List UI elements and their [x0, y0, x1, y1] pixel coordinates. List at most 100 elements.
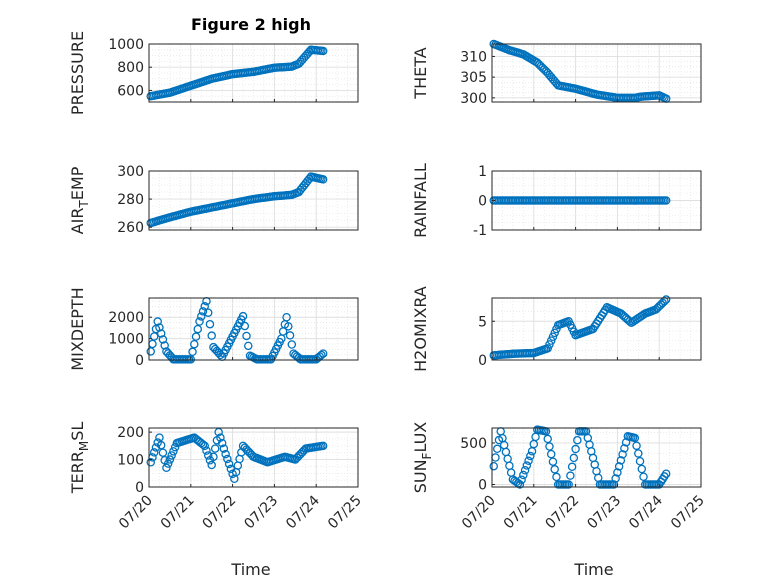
data-point — [196, 312, 206, 321]
data-point — [190, 339, 199, 349]
data-point — [614, 462, 624, 471]
data-point — [571, 444, 580, 454]
data-point — [505, 461, 514, 471]
data-point — [156, 329, 166, 338]
data-point — [552, 472, 561, 482]
data-point — [151, 443, 161, 452]
data-point — [219, 444, 229, 453]
data-point — [146, 347, 155, 356]
data-point — [492, 444, 502, 454]
data-point — [616, 456, 626, 465]
data-point — [149, 332, 159, 341]
data-point — [240, 321, 250, 331]
data-point — [632, 441, 641, 450]
axes-box — [148, 170, 359, 231]
data-point — [205, 319, 215, 329]
data-point — [203, 308, 213, 317]
data-point — [515, 480, 525, 489]
x-tick-label: 07/22 — [200, 493, 240, 533]
data-point — [611, 474, 620, 483]
y-tick-label: 5 — [478, 314, 487, 330]
y-tick-label: 1000 — [108, 332, 144, 348]
y-tick-label: 260 — [117, 220, 144, 236]
data-point — [531, 432, 540, 442]
y-tick-label: 0 — [478, 353, 487, 369]
data-point — [214, 427, 223, 437]
data-point — [527, 447, 537, 456]
data-point — [191, 332, 201, 341]
data-point — [158, 335, 168, 344]
x-axis-label-right: Time — [573, 560, 613, 579]
data-point — [620, 444, 629, 453]
data-point — [524, 456, 533, 466]
data-point — [153, 317, 162, 326]
data-point — [630, 433, 640, 443]
y-tick-label: 0 — [478, 478, 487, 494]
axes-box — [491, 427, 702, 488]
x-tick-label: 07/22 — [543, 493, 583, 533]
data-point — [207, 331, 216, 340]
data-point — [569, 453, 579, 463]
y-tick-label: 2000 — [108, 310, 144, 326]
data-point — [216, 433, 225, 442]
data-point — [200, 302, 209, 311]
data-point — [613, 468, 622, 477]
data-point — [506, 468, 516, 477]
x-tick-label: 07/23 — [241, 493, 281, 533]
subplot-theta: 300 305 310 THETA — [411, 39, 702, 107]
data-point — [522, 461, 532, 470]
data-point — [155, 433, 164, 442]
data-point — [209, 452, 218, 462]
x-tick-label: 07/25 — [325, 493, 365, 533]
y-tick-label: 500 — [460, 436, 487, 452]
data-point — [661, 295, 671, 304]
x-tick-label: 07/24 — [283, 492, 323, 532]
subplot-air-temp: 260 280 300 AIRTEMP — [68, 164, 359, 236]
data-point — [618, 450, 627, 459]
data-point — [548, 332, 558, 341]
data-point — [223, 454, 232, 464]
data-point — [501, 447, 511, 457]
data-point — [546, 336, 556, 345]
data-point — [282, 312, 291, 322]
data-point — [635, 456, 645, 466]
data-point — [285, 331, 295, 340]
x-tick-label: 07/24 — [626, 492, 666, 532]
subplot-pressure: 600 800 1000 PRESSURE — [68, 31, 359, 115]
data-point — [543, 434, 552, 444]
y-tick-label: 100 — [117, 453, 144, 469]
data-point — [550, 328, 559, 338]
data-point — [517, 475, 526, 485]
data-point — [634, 449, 643, 458]
y-axis-label: H2OMIXRA — [411, 286, 430, 372]
data-point — [318, 46, 328, 56]
x-tick-label: 07/21 — [501, 493, 541, 533]
data-point — [519, 470, 528, 480]
data-point — [238, 311, 248, 321]
data-point — [545, 340, 554, 349]
y-axis-label: PRESSURE — [68, 31, 87, 115]
data-point — [155, 323, 164, 332]
data-point — [520, 466, 530, 475]
x-tick-label: 07/21 — [158, 493, 198, 533]
data-point — [160, 341, 169, 350]
data-point — [318, 441, 328, 451]
data-point — [186, 355, 196, 364]
data-point — [162, 463, 171, 473]
data-point — [188, 347, 197, 357]
data-point — [550, 465, 559, 474]
data-point — [198, 440, 208, 449]
y-axis-label: AIRTEMP — [68, 166, 91, 234]
data-point — [244, 341, 253, 351]
y-tick-label: 305 — [460, 70, 487, 86]
x-tick-label: 07/20 — [459, 493, 499, 533]
y-tick-label: 310 — [460, 49, 487, 65]
data-point — [146, 458, 155, 467]
y-tick-label: 280 — [117, 192, 144, 208]
data-point — [567, 462, 577, 472]
data-point — [545, 442, 554, 451]
y-tick-label: 0 — [478, 194, 487, 210]
y-axis-label: RAINFALL — [411, 163, 430, 238]
subplot-h2omixra: 0 5 H2OMIXRA — [411, 286, 702, 372]
